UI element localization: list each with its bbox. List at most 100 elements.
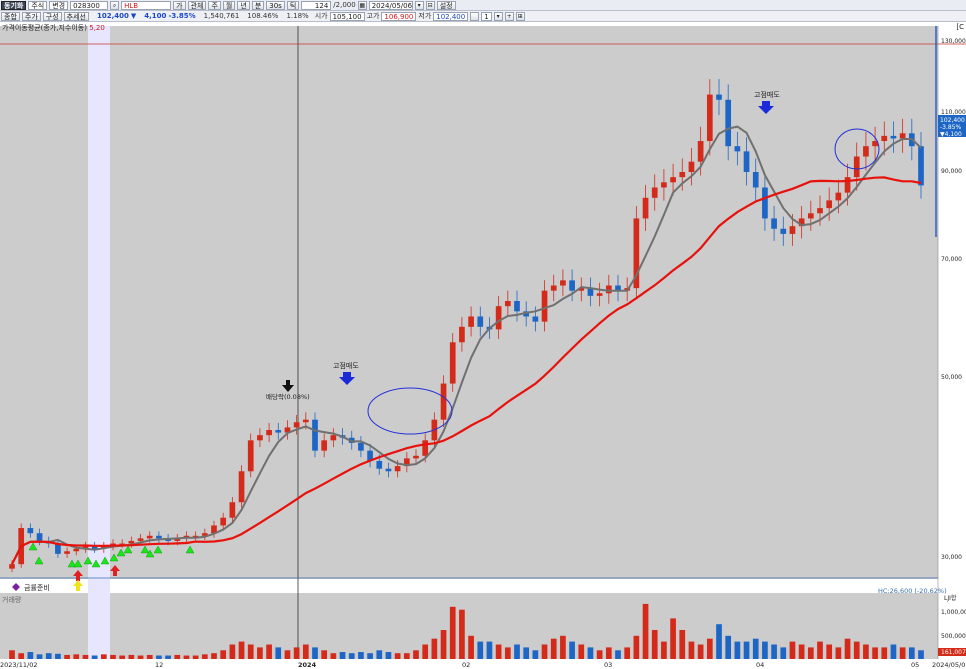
candle-body [266,430,272,436]
volume-bar [413,650,419,659]
sell-signal-label: 고점매도 [333,362,359,370]
period-day[interactable]: 주 [208,0,221,10]
candle-body [532,316,539,322]
volume-bar [853,641,860,659]
volume-last-text: 161,007 [941,649,966,656]
period-30s[interactable]: 30s [266,0,285,10]
volume-axis-label: 1,000,000 [941,609,966,616]
volume-bar [367,653,373,659]
volume-bar [27,652,34,659]
chart-legend: 가격이동평균(종가,지수이동) 5,20 [2,23,105,33]
candle-body [716,94,722,100]
sync-menu-button[interactable]: 동기화 [1,0,27,10]
period-week[interactable]: 월 [222,0,236,10]
volume-bar [247,644,254,659]
last-price-text: 102,400 [940,117,965,124]
candle-body [817,208,823,214]
tab-composition[interactable]: 구성 [42,11,62,21]
stock-code-input[interactable]: 028300 [70,0,109,10]
candle-body [780,228,787,234]
candle-body [587,288,594,296]
volume-bar [174,654,181,659]
candle-body [192,535,199,538]
volume-bar [358,652,364,659]
candle-body [247,440,254,472]
volume-bar [716,624,722,659]
stock-name-field[interactable]: HLB [121,0,172,10]
tab-price[interactable]: 주가 [21,11,41,21]
volume-bar [82,654,89,659]
candle-body [798,218,805,227]
dropdown-icon[interactable]: ▾ [493,11,503,21]
date-axis-label: 2023/11/02 [0,661,37,669]
volume-bar [100,654,107,659]
volume-bar [596,650,603,659]
volume-bar [284,650,291,659]
period-minute[interactable]: 분 [251,0,265,10]
last-price-box [938,115,966,137]
candle-body [82,546,89,549]
checkbox-icon[interactable] [470,11,480,21]
candle-body [706,94,713,142]
price-tab[interactable]: 가 [173,0,186,10]
buy-signal-icon [145,549,155,558]
lock-icon[interactable]: ⊟ [425,0,435,10]
volume-bar [890,644,897,659]
search-icon[interactable]: ⌕ [110,0,120,10]
volume-bar [661,641,667,659]
volume-bar [605,647,612,659]
volume-bar [376,650,383,659]
candle-body [293,422,300,428]
candle-body [321,440,328,451]
tab-summary[interactable]: 종합 [1,11,20,21]
candle-body [651,187,658,198]
candle-body [367,450,373,461]
volume-bar [762,641,768,659]
candle-body [55,543,61,554]
candle-body [633,218,640,289]
date-axis-label: 2024 [298,661,317,669]
date-input[interactable]: 2024/05/06 [368,0,413,10]
candle-body [596,293,603,296]
candle-body [578,288,585,291]
period-tick[interactable]: 틱 [286,0,300,10]
low-label: 저가 [418,11,432,20]
dropdown-icon[interactable]: ▾ [414,0,424,10]
volume-bar [422,644,429,659]
candle-body [394,466,401,472]
volume-bar [440,630,447,659]
candle-body [358,442,364,451]
stock-chart[interactable]: 130,000 110,000 90,000 70,000 50,000 30,000 10… [0,22,966,669]
volume-bar [91,655,98,659]
step-input[interactable]: 1 [481,11,492,21]
settings-button[interactable]: 설정 [436,0,456,10]
watch-button[interactable]: 관체 [187,0,207,10]
change-select[interactable]: 변경 [49,0,69,10]
price-axis-label: 130,000 [941,38,966,45]
candle-body [220,517,227,526]
up-arrow-icon [73,580,83,591]
asset-type-select[interactable]: 주식 [28,0,48,10]
buy-signal-icon [140,545,150,554]
diamond-icon [12,583,20,591]
period-month[interactable]: 년 [237,0,250,10]
count-input[interactable]: 124 [301,0,332,10]
ma20-line [11,176,922,565]
candle-body [477,316,484,327]
date-axis-label: 12 [155,661,163,669]
volume-bar [156,655,162,659]
candle-body [302,419,309,423]
volume-bar [918,650,924,659]
high-label: 고가 [366,11,380,20]
grid-icon[interactable]: ⊞ [515,11,525,21]
calendar-icon[interactable]: ▦ [357,0,367,10]
buy-signal-icon [67,559,77,568]
volume-ratio: 108.46% [247,11,279,20]
volume-bar [706,638,713,659]
candle-body [468,316,474,327]
candle-body [403,458,410,467]
add-icon[interactable]: + [504,11,514,21]
volume-bar [468,635,474,659]
candle-body [872,141,878,147]
tab-trendline[interactable]: 추세선 [63,11,89,21]
